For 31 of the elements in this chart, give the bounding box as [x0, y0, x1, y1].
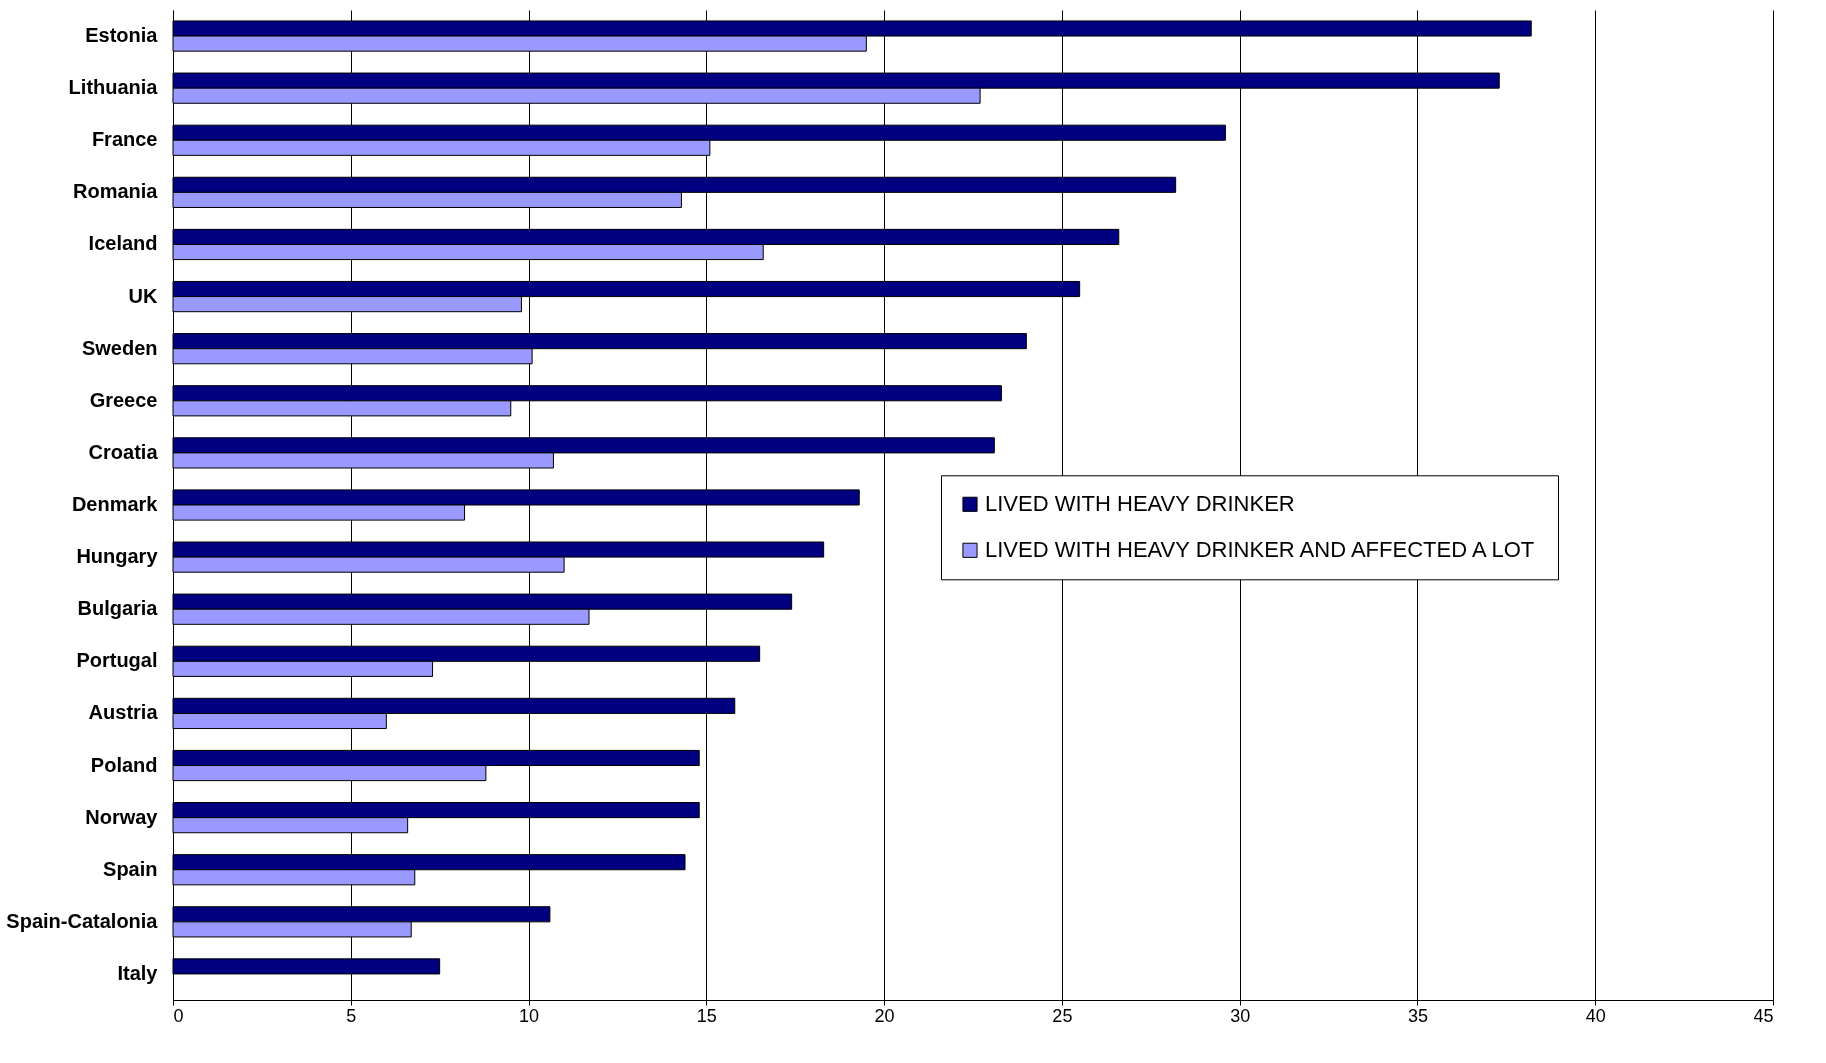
y-tick-label: Sweden [81, 336, 158, 359]
legend-label: LIVED WITH HEAVY DRINKER [985, 491, 1295, 517]
x-tick-label: 30 [1230, 1005, 1251, 1026]
x-tick-label: 15 [696, 1005, 717, 1026]
y-tick-label: Greece [89, 388, 158, 411]
y-tick-label: Hungary [76, 545, 159, 568]
y-tick-label: Iceland [88, 232, 158, 255]
y-tick-label: Norway [85, 805, 159, 828]
x-tick-label: 25 [1052, 1005, 1073, 1026]
y-tick-label: Romania [73, 180, 159, 203]
x-tick-label: 10 [519, 1005, 540, 1026]
y-tick-label: Spain-Catalonia [6, 909, 159, 932]
y-tick-label: Portugal [76, 649, 158, 672]
y-tick-label: Bulgaria [77, 597, 159, 620]
y-tick-label: Italy [117, 961, 159, 984]
y-tick-label: France [91, 128, 158, 151]
x-tick-label: 0 [173, 1005, 184, 1026]
y-tick-label: Estonia [85, 24, 159, 47]
y-tick-label: Lithuania [68, 76, 159, 99]
y-tick-label: Austria [88, 701, 159, 724]
y-tick-label: Denmark [71, 493, 159, 515]
x-tick-label: 40 [1585, 1005, 1606, 1026]
y-tick-label: Croatia [88, 440, 159, 463]
y-tick-label: Poland [90, 753, 158, 776]
x-tick-label: 20 [874, 1005, 895, 1026]
y-tick-label: UK [128, 284, 159, 307]
x-tick-label: 5 [346, 1005, 357, 1026]
x-tick-label: 45 [1753, 1005, 1774, 1026]
x-tick-label: 35 [1407, 1005, 1428, 1026]
y-tick-label: Spain [103, 857, 158, 880]
legend-label: LIVED WITH HEAVY DRINKER AND AFFECTED A LOT [985, 537, 1535, 563]
